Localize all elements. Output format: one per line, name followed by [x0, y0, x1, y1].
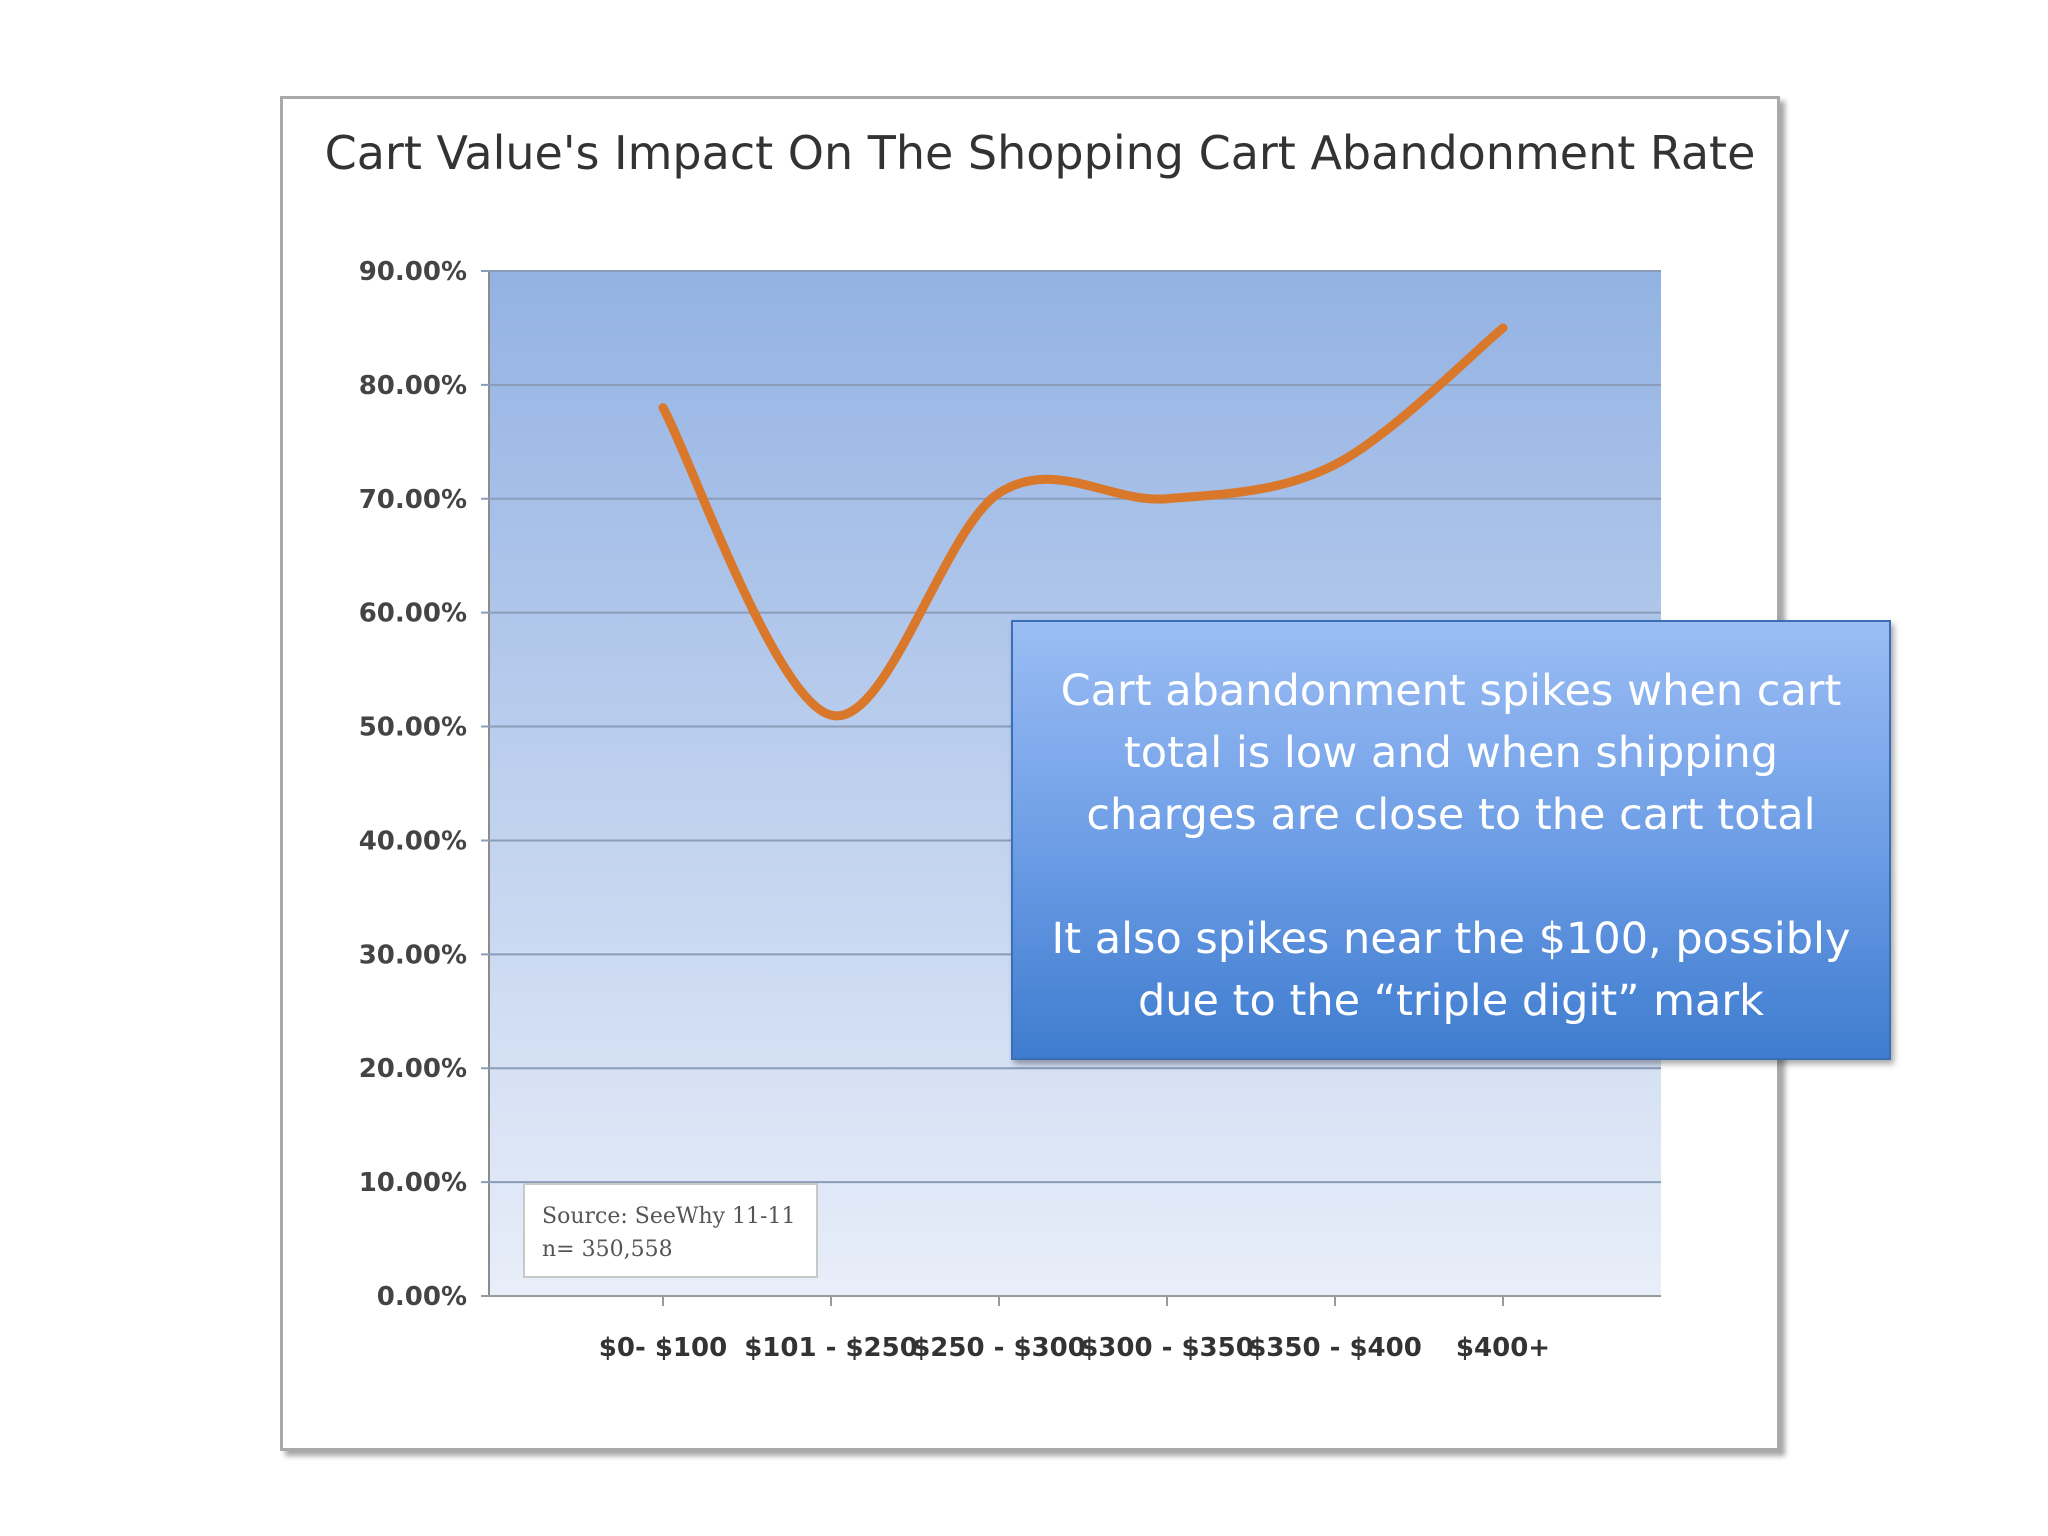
gridlines — [481, 270, 1661, 1297]
x-tick-label: $300 - $350 — [1080, 1333, 1254, 1363]
series-line — [658, 323, 1508, 721]
y-axis: 0.00% 10.00% 20.00% 30.00% 40.00% 50.00% 60.00… — [359, 257, 467, 1312]
data-point — [1499, 323, 1507, 332]
callout-paragraph: Cart abandonment spikes when cart total … — [1060, 666, 1842, 840]
data-point — [1331, 460, 1339, 469]
y-tick-label: 70.00% — [359, 485, 467, 515]
source-line: Source: SeeWhy 11-11 — [542, 1204, 795, 1229]
x-tick-label: $101 - $250 — [744, 1333, 918, 1363]
source-box-frame — [523, 1183, 818, 1278]
x-tick-label: $0- $100 — [599, 1333, 727, 1363]
data-point — [827, 711, 835, 720]
y-tick-label: 80.00% — [359, 371, 467, 401]
y-tick-label: 0.00% — [377, 1282, 467, 1312]
x-tick-label: $250 - $300 — [912, 1333, 1086, 1363]
x-axis: $0- $100 $101 - $250$250 - $300$300 - $35… — [599, 1296, 1550, 1363]
x-tick-label: $350 - $400 — [1248, 1333, 1422, 1363]
y-tick-label: 90.00% — [359, 257, 467, 287]
source-line: n= 350,558 — [542, 1237, 673, 1262]
chart-title: Cart Value's Impact On The Shopping Cart… — [325, 126, 1756, 180]
annotation-callout: Cart abandonment spikes when cart total … — [1011, 620, 1891, 1060]
y-tick-label: 60.00% — [359, 599, 467, 629]
y-tick-label: 50.00% — [359, 713, 467, 743]
y-tick-label: 10.00% — [359, 1168, 467, 1198]
callout-paragraph: It also spikes near the $100, possibly d… — [1051, 914, 1851, 1026]
data-point — [995, 489, 1003, 498]
y-tick-label: 30.00% — [359, 940, 467, 970]
data-point — [659, 403, 667, 412]
y-tick-label: 20.00% — [359, 1054, 467, 1084]
y-tick-label: 40.00% — [359, 826, 467, 856]
x-tick-label: $400+ — [1456, 1333, 1550, 1363]
data-points — [659, 323, 1507, 720]
data-point — [1163, 494, 1171, 503]
source-box: Source: SeeWhy 11-11 n= 350,558 — [523, 1183, 818, 1278]
